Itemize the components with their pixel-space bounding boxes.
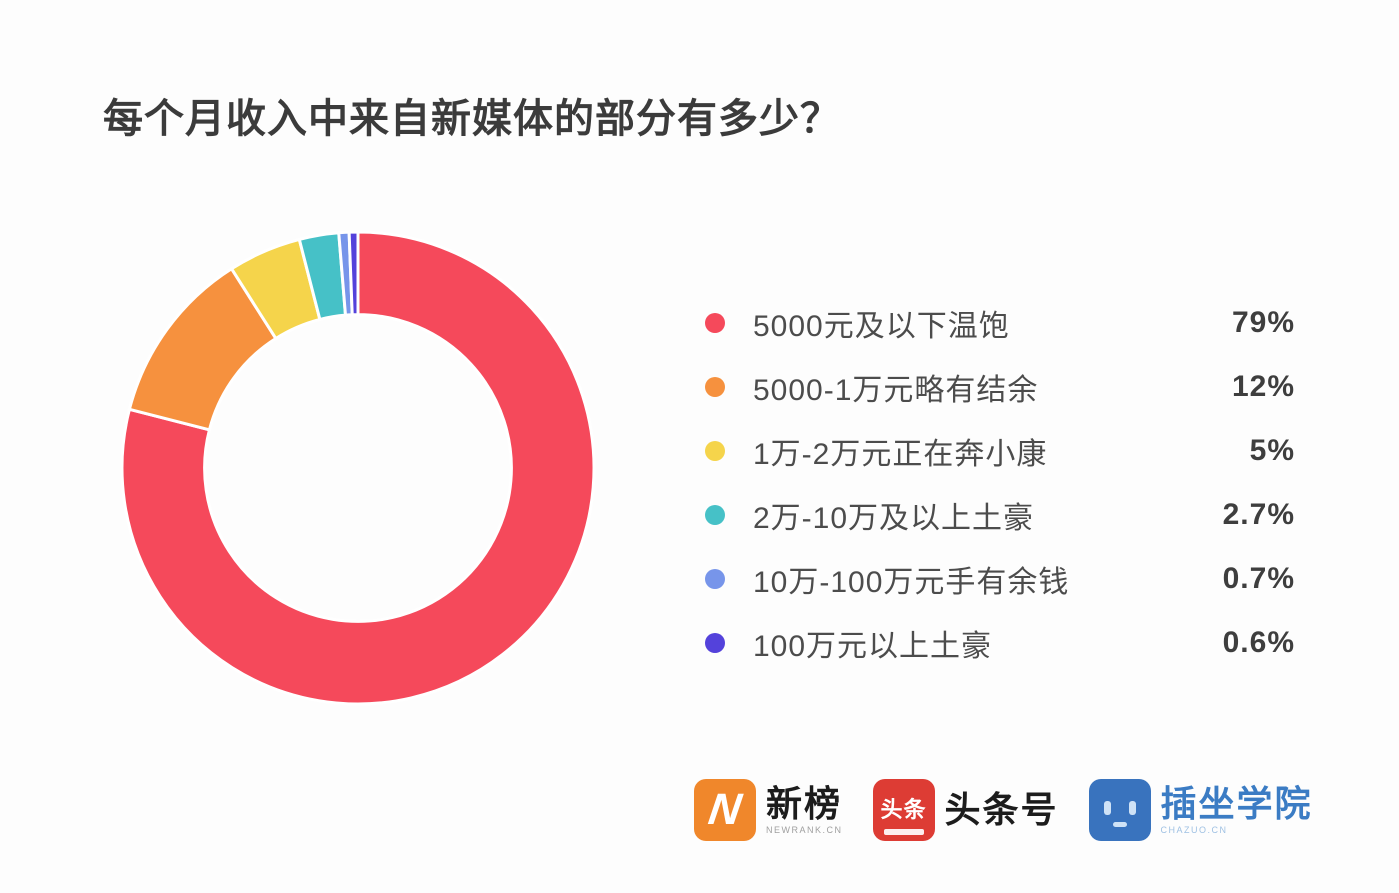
chazuo-mouth-icon xyxy=(1112,822,1127,827)
logo-chazuo: 插坐学院 CHAZUO.CN xyxy=(1088,779,1313,841)
toutiao-wordmark: 头条号 xyxy=(944,789,1059,830)
donut-segment xyxy=(347,230,360,317)
legend-swatch-icon xyxy=(705,313,725,333)
legend-label: 100万元以上土豪 xyxy=(753,630,993,663)
legend-label: 2万-10万及以上土豪 xyxy=(753,502,1035,535)
chazuo-eye-icon xyxy=(1103,801,1111,815)
footer-logos: N 新榜 NEWRANK.CN 头条 头条号 插坐学院 xyxy=(694,779,1313,841)
chart-legend: 5000元及以下温饱 79% 5000-1万元略有结余 12% 1万-2万元正在… xyxy=(705,303,1295,663)
logo-toutiao: 头条 头条号 xyxy=(872,779,1059,841)
legend-item: 5000元及以下温饱 79% xyxy=(705,303,1295,343)
newrank-wordmark: 新榜 xyxy=(766,782,843,824)
legend-swatch-icon xyxy=(705,377,725,397)
legend-item: 100万元以上土豪 0.6% xyxy=(705,623,1295,663)
legend-value: 12% xyxy=(1231,370,1295,403)
legend-label: 1万-2万元正在奔小康 xyxy=(753,438,1048,471)
chazuo-wordmark: 插坐学院 xyxy=(1160,782,1313,824)
legend-item: 2万-10万及以上土豪 2.7% xyxy=(705,495,1295,535)
legend-item: 1万-2万元正在奔小康 5% xyxy=(705,431,1295,471)
donut-chart-svg xyxy=(120,230,596,706)
legend-value: 2.7% xyxy=(1222,498,1295,531)
chazuo-eye-icon xyxy=(1128,801,1136,815)
legend-swatch-icon xyxy=(705,633,725,653)
logo-newrank: N 新榜 NEWRANK.CN xyxy=(694,779,843,841)
legend-item: 10万-100万元手有余钱 0.7% xyxy=(705,559,1295,599)
newrank-url: NEWRANK.CN xyxy=(766,824,843,835)
toutiao-icon: 头条 xyxy=(872,779,935,841)
legend-label: 5000元及以下温饱 xyxy=(753,310,1010,343)
legend-item: 5000-1万元略有结余 12% xyxy=(705,367,1295,407)
legend-value: 5% xyxy=(1249,434,1295,467)
legend-value: 79% xyxy=(1231,306,1295,339)
donut-chart xyxy=(118,228,598,708)
legend-swatch-icon xyxy=(705,569,725,589)
chazuo-url: CHAZUO.CN xyxy=(1160,824,1228,835)
legend-label: 10万-100万元手有余钱 xyxy=(753,566,1070,599)
legend-label: 5000-1万元略有结余 xyxy=(753,374,1039,407)
toutiao-icon-bar xyxy=(883,829,924,835)
legend-swatch-icon xyxy=(705,505,725,525)
legend-value: 0.6% xyxy=(1222,626,1295,659)
legend-value: 0.7% xyxy=(1222,562,1295,595)
chart-title: 每个月收入中来自新媒体的部分有多少？ xyxy=(103,97,841,141)
legend-swatch-icon xyxy=(705,441,725,461)
donut-segment xyxy=(120,230,596,706)
newrank-n-icon: N xyxy=(694,779,756,841)
chazuo-face-icon xyxy=(1088,779,1151,841)
